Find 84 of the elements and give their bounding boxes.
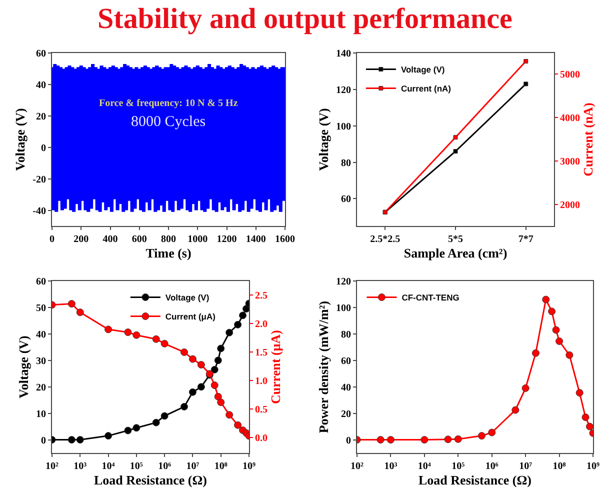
x-tick-label: 7*7 [518, 234, 534, 245]
y2-axis-title: Current (μA) [268, 330, 284, 404]
x-tick-label: 10⁹ [586, 461, 600, 472]
y-axis-title: Voltage (V) [16, 336, 31, 398]
x-axis-title: Sample Area (cm²) [404, 246, 508, 261]
y2-tick-label: 0.0 [255, 433, 268, 444]
y-tick-label: 60 [341, 356, 351, 367]
x-tick-label: 10⁴ [102, 461, 115, 472]
text: Stability and output performance [96, 2, 514, 37]
y-axis-title: Voltage (V) [316, 108, 331, 171]
y-tick-label: 140 [336, 48, 351, 60]
y-tick-label: 20 [36, 382, 46, 394]
y-tick-label: 30 [36, 356, 46, 367]
y2-tick-label: 2000 [560, 200, 580, 211]
x-tick-label: 10⁵ [130, 461, 143, 472]
y-tick-label: 60 [341, 194, 351, 206]
y2-tick-label: 3000 [560, 156, 580, 168]
y2-tick-label: 4000 [560, 112, 580, 124]
x-tick-label: 10⁸ [552, 461, 566, 472]
x-tick-label: 2.5*2.5 [370, 234, 400, 245]
y-tick-label: 20 [36, 111, 46, 122]
y-tick-label: 40 [36, 80, 46, 91]
point [524, 59, 528, 64]
y-tick-label: 20 [341, 408, 351, 420]
x-axis-title: Load Resistance (Ω) [418, 472, 532, 488]
line-series [52, 62, 285, 214]
x-tick-label: 10⁷ [519, 461, 532, 472]
y2-tick-label: 2.0 [255, 319, 268, 330]
y-tick-label: 10 [36, 408, 46, 420]
x-tick-label: 10⁶ [158, 461, 172, 472]
x-tick-label: 10² [350, 461, 364, 472]
x-axis-title: Time (s) [146, 246, 192, 261]
legend-label: Current (nA) [400, 84, 452, 94]
legend-label: Current (μA) [165, 312, 216, 322]
y2-tick-label: 1.5 [255, 348, 268, 359]
y-tick-label: 120 [336, 84, 351, 96]
y-tick-label: 80 [341, 329, 351, 340]
y2-tick-label: 5000 [560, 69, 580, 80]
x-tick-label: 10⁶ [485, 461, 498, 472]
x-tick-label: 10⁹ [242, 461, 256, 472]
x-tick-label: 600 [132, 234, 147, 245]
y-tick-label: 0 [41, 142, 46, 154]
y2-axis-title: Current (nA) [580, 102, 596, 176]
y-tick-label: 100 [336, 302, 351, 314]
x-tick-label: 10⁸ [214, 461, 228, 472]
y-tick-label: 120 [336, 276, 351, 288]
legend-label: Voltage (V) [165, 292, 210, 303]
x-axis-title: Load Resistance (Ω) [94, 472, 207, 488]
y-tick-label: 60 [36, 48, 46, 60]
x-tick-label: 800 [161, 234, 176, 245]
annotation: Force & frequency: 10 N & 5 Hz [99, 98, 238, 109]
legend-label: CF-CNT-TENG [402, 292, 460, 303]
x-tick-label: 1400 [246, 234, 266, 245]
y-tick-label: -40 [32, 206, 46, 217]
y2-tick-label: 1.0 [255, 376, 268, 388]
y-axis-title: Voltage (V) [12, 108, 28, 171]
y-tick-label: 50 [36, 302, 46, 314]
x-tick-label: 1000 [188, 234, 208, 245]
x-tick-label: 1600 [275, 234, 295, 245]
y-tick-label: 0 [346, 435, 351, 446]
y2-tick-label: 0.5 [255, 404, 268, 416]
annotation: 8000 Cycles [131, 114, 206, 130]
legend-label: Voltage (V) [400, 64, 445, 75]
point [453, 135, 458, 140]
y-tick-label: -20 [32, 174, 46, 186]
y-tick-label: 60 [36, 276, 46, 288]
y2-tick-label: 2.5 [255, 290, 268, 302]
x-tick-label: 10³ [74, 461, 87, 472]
x-tick-label: 200 [74, 234, 89, 245]
x-tick-label: 0 [50, 234, 54, 245]
y-tick-label: 80 [341, 158, 351, 169]
x-tick-label: 10⁷ [186, 461, 200, 472]
x-tick-label: 5*5 [448, 234, 463, 245]
y-tick-label: 0 [41, 435, 46, 446]
y-tick-label: 100 [336, 121, 351, 132]
x-tick-label: 10⁵ [452, 461, 465, 472]
x-tick-label: 1200 [216, 234, 237, 245]
x-tick-label: 10⁴ [418, 461, 431, 472]
x-tick-label: 10² [46, 461, 58, 472]
y-tick-label: 40 [36, 329, 46, 340]
x-tick-label: 400 [102, 234, 118, 245]
y-axis-title: Power density (mW/m²) [316, 300, 331, 434]
y-tick-label: 40 [341, 382, 351, 394]
x-tick-label: 10³ [384, 461, 398, 472]
